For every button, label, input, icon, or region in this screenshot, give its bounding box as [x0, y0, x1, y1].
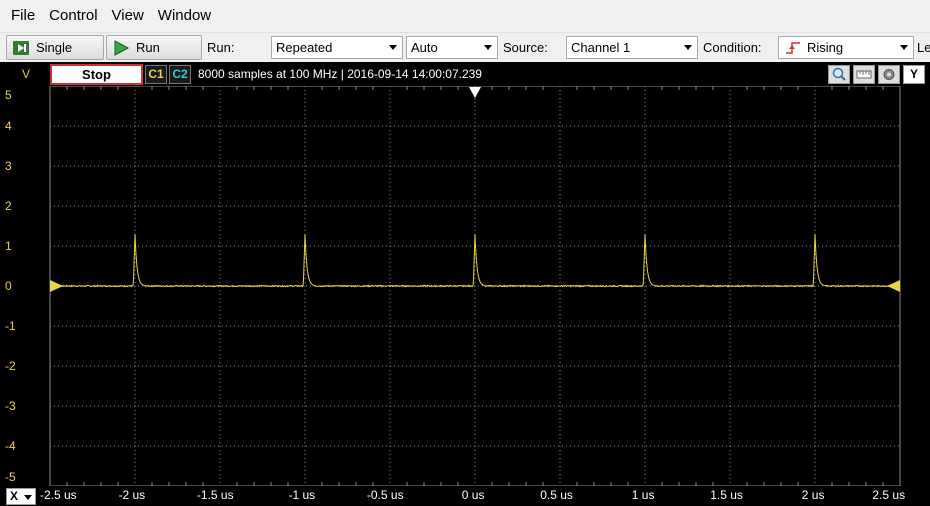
- y-tick-label: 0: [5, 279, 12, 293]
- chevron-down-icon: [900, 45, 908, 50]
- x-axis-button-label: X: [10, 489, 19, 503]
- y-axis-unit: V: [22, 67, 31, 81]
- menu-control[interactable]: Control: [49, 7, 98, 24]
- run-mode-select[interactable]: Repeated: [271, 36, 403, 59]
- channel-2-toggle[interactable]: C2: [169, 65, 191, 84]
- single-button[interactable]: Single: [6, 35, 104, 60]
- y-tick-label: 5: [5, 88, 12, 102]
- scope-plot[interactable]: [0, 85, 930, 487]
- x-tick-label: 2 us: [801, 488, 825, 502]
- y-tick-label: -1: [5, 319, 16, 333]
- x-tick-label: 1.5 us: [710, 488, 743, 502]
- level-label: Le: [917, 40, 930, 55]
- x-axis-button[interactable]: X: [6, 488, 36, 505]
- run-button[interactable]: Run: [106, 35, 202, 60]
- ruler-icon: [856, 70, 872, 79]
- chevron-down-icon: [684, 45, 692, 50]
- chevron-down-icon: [389, 45, 397, 50]
- play-icon: [112, 39, 130, 57]
- x-tick-label: 0.5 us: [540, 488, 573, 502]
- trigger-time-marker[interactable]: [469, 87, 481, 98]
- condition-select[interactable]: Rising: [778, 36, 914, 59]
- y-tick-label: 3: [5, 159, 12, 173]
- run-mode-value: Repeated: [276, 40, 333, 55]
- source-select[interactable]: Channel 1: [566, 36, 698, 59]
- y-tick-label: -4: [5, 439, 16, 453]
- x-tick-label: -1.5 us: [196, 488, 234, 502]
- status-row: V Stop C1 C2 8000 samples at 100 MHz | 2…: [0, 62, 930, 86]
- y-axis-button[interactable]: Y: [903, 65, 925, 84]
- single-button-label: Single: [36, 40, 73, 55]
- magnifier-icon: [832, 67, 846, 81]
- x-tick-label: 1 us: [631, 488, 655, 502]
- channel-1-trace: [49, 233, 900, 288]
- trigger-mode-select[interactable]: Auto: [406, 36, 498, 59]
- run-mode-label: Run:: [207, 40, 235, 55]
- menu-window[interactable]: Window: [157, 7, 212, 24]
- rising-edge-icon: [785, 40, 801, 59]
- x-tick-label: -0.5 us: [366, 488, 404, 502]
- menu-view[interactable]: View: [111, 7, 144, 24]
- measure-button[interactable]: [853, 65, 875, 84]
- trigger-mode-value: Auto: [411, 40, 438, 55]
- chevron-down-icon: [484, 45, 492, 50]
- x-axis-row: X: [0, 486, 930, 506]
- chevron-down-icon: [24, 495, 32, 500]
- y-tick-label: -3: [5, 399, 16, 413]
- stop-button[interactable]: Stop: [50, 64, 143, 85]
- x-tick-label: -1 us: [288, 488, 316, 502]
- condition-value: Rising: [807, 40, 844, 55]
- settings-button[interactable]: [878, 65, 900, 84]
- run-button-label: Run: [136, 40, 160, 55]
- y-tick-label: -5: [5, 470, 16, 484]
- menu-bar: File Control View Window: [0, 0, 930, 32]
- x-tick-label: 0 us: [461, 488, 485, 502]
- zoom-button[interactable]: [828, 65, 850, 84]
- x-tick-label: -2.5 us: [40, 488, 77, 502]
- y-tick-label: -2: [5, 359, 16, 373]
- single-step-icon: [12, 39, 30, 57]
- source-label: Source:: [503, 40, 548, 55]
- menu-file[interactable]: File: [11, 7, 36, 24]
- scope-plot-svg: [49, 85, 901, 487]
- condition-label: Condition:: [703, 40, 762, 55]
- y-tick-label: 1: [5, 239, 12, 253]
- channel-1-toggle[interactable]: C1: [145, 65, 167, 84]
- gear-icon: [883, 69, 895, 80]
- toolbar: Single Run Run: Repeated Auto Source: Ch…: [0, 32, 930, 62]
- x-tick-label: -2 us: [118, 488, 146, 502]
- acquisition-info: 8000 samples at 100 MHz | 2016-09-14 14:…: [198, 67, 482, 81]
- y-tick-label: 2: [5, 199, 12, 213]
- y-tick-label: 4: [5, 119, 12, 133]
- source-value: Channel 1: [571, 40, 631, 55]
- x-tick-label: 2.5 us: [872, 488, 906, 502]
